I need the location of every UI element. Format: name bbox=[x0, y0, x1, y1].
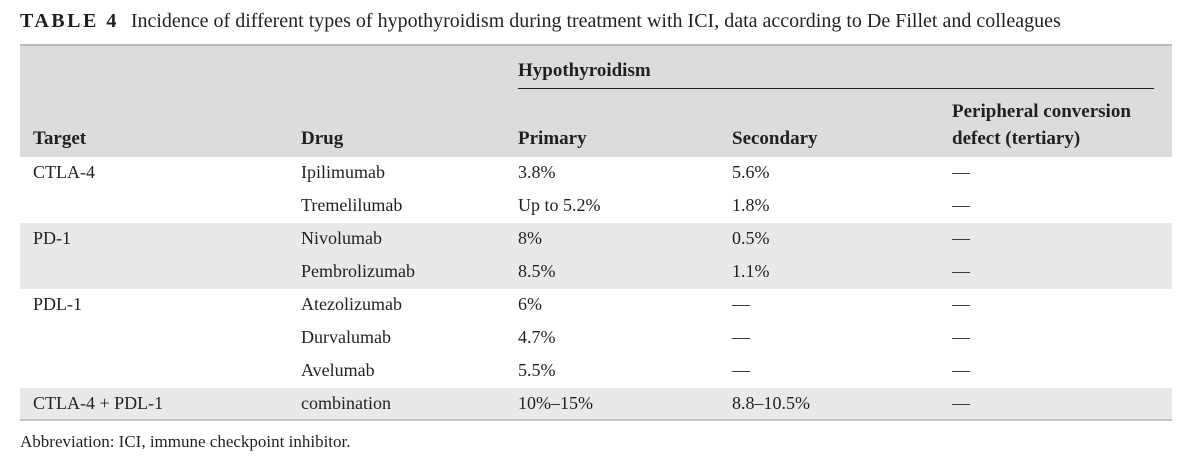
cell-peripheral: — bbox=[952, 228, 970, 248]
cell-secondary: — bbox=[732, 360, 750, 380]
table-row: CTLA-4 + PDL-1 combination 10%–15% 8.8–1… bbox=[20, 388, 1172, 421]
table-row: CTLA-4 Ipilimumab 3.8% 5.6% — bbox=[20, 157, 1172, 190]
cell-primary: 6% bbox=[518, 294, 542, 314]
cell-primary: 8% bbox=[518, 228, 542, 248]
cell-target: PD-1 bbox=[33, 228, 72, 248]
table-caption: TABLE 4 Incidence of different types of h… bbox=[20, 10, 1061, 33]
cell-peripheral: — bbox=[952, 294, 970, 314]
cell-secondary: 8.8–10.5% bbox=[732, 393, 810, 413]
cell-secondary: 0.5% bbox=[732, 228, 770, 248]
table-label: TABLE 4 bbox=[20, 10, 119, 32]
table-header: Hypothyroidism Target Drug Primary Secon… bbox=[20, 44, 1172, 157]
column-header-peripheral: Peripheral conversion defect (tertiary) bbox=[952, 98, 1131, 152]
table-row: Avelumab 5.5% — — bbox=[20, 355, 1172, 388]
cell-drug: Tremelilumab bbox=[301, 195, 403, 215]
cell-secondary: 1.1% bbox=[732, 261, 770, 281]
table-row: Durvalumab 4.7% — — bbox=[20, 322, 1172, 355]
table-bottom-rule bbox=[20, 419, 1172, 421]
table-footnote: Abbreviation: ICI, immune checkpoint inh… bbox=[20, 432, 351, 451]
cell-peripheral: — bbox=[952, 393, 970, 413]
column-header-drug: Drug bbox=[301, 128, 344, 149]
cell-drug: Durvalumab bbox=[301, 327, 391, 347]
table-row: PDL-1 Atezolizumab 6% — — bbox=[20, 289, 1172, 322]
table-row: PD-1 Nivolumab 8% 0.5% — bbox=[20, 223, 1172, 256]
table-title: Incidence of different types of hypothyr… bbox=[130, 10, 1061, 32]
table-row: Pembrolizumab 8.5% 1.1% — bbox=[20, 256, 1172, 289]
group-header-hypothyroidism: Hypothyroidism bbox=[518, 60, 651, 81]
table-row: Tremelilumab Up to 5.2% 1.8% — bbox=[20, 190, 1172, 223]
cell-drug: Ipilimumab bbox=[301, 162, 385, 182]
cell-peripheral: — bbox=[952, 162, 970, 182]
column-header-secondary: Secondary bbox=[732, 128, 818, 149]
cell-peripheral: — bbox=[952, 195, 970, 215]
column-header-peripheral-line1: Peripheral conversion bbox=[952, 101, 1131, 122]
group-header-rule bbox=[518, 88, 1154, 89]
cell-primary: 5.5% bbox=[518, 360, 556, 380]
cell-drug: Pembrolizumab bbox=[301, 261, 415, 281]
cell-secondary: — bbox=[732, 327, 750, 347]
cell-secondary: 1.8% bbox=[732, 195, 770, 215]
cell-secondary: — bbox=[732, 294, 750, 314]
cell-peripheral: — bbox=[952, 360, 970, 380]
cell-primary: 3.8% bbox=[518, 162, 556, 182]
cell-target: PDL-1 bbox=[33, 294, 82, 314]
cell-target: CTLA-4 bbox=[33, 162, 95, 182]
cell-drug: combination bbox=[301, 393, 391, 413]
cell-primary: 4.7% bbox=[518, 327, 556, 347]
column-header-peripheral-line2: defect (tertiary) bbox=[952, 128, 1081, 149]
cell-primary: 8.5% bbox=[518, 261, 556, 281]
column-header-primary: Primary bbox=[518, 128, 587, 149]
cell-peripheral: — bbox=[952, 261, 970, 281]
cell-peripheral: — bbox=[952, 327, 970, 347]
cell-primary: Up to 5.2% bbox=[518, 195, 601, 215]
column-header-target: Target bbox=[33, 128, 87, 149]
cell-secondary: 5.6% bbox=[732, 162, 770, 182]
cell-primary: 10%–15% bbox=[518, 393, 593, 413]
cell-target: CTLA-4 + PDL-1 bbox=[33, 393, 164, 413]
cell-drug: Atezolizumab bbox=[301, 294, 402, 314]
cell-drug: Avelumab bbox=[301, 360, 375, 380]
cell-drug: Nivolumab bbox=[301, 228, 382, 248]
